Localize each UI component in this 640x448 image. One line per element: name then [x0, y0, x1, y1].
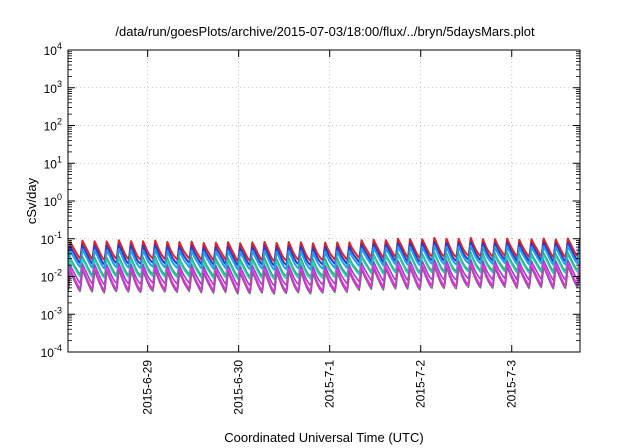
series-line: [68, 266, 580, 295]
y-axis-title: cSv/day: [24, 177, 39, 224]
x-tick-labels: 2015-6-29 2015-6-30 2015-7-1 2015-7-2 2015-7…: [141, 360, 519, 415]
y-tick-labels: 10-4 10-3 10-2 10-1 100 101 102 103 104: [41, 41, 62, 360]
y-tick-label: 103: [44, 79, 62, 96]
series-layer: [68, 236, 580, 295]
y-tick-label: 102: [44, 117, 62, 134]
x-tick-label: 2015-7-2: [414, 360, 428, 408]
x-tick-label: 2015-6-29: [141, 360, 155, 415]
x-tick-label: 2015-6-30: [232, 360, 246, 415]
x-axis-title: Coordinated Universal Time (UTC): [224, 430, 423, 445]
y-tick-label: 100: [44, 192, 62, 209]
y-tick-label: 10-2: [41, 268, 62, 285]
y-tick-label: 10-4: [41, 343, 62, 360]
y-tick-label: 10-3: [41, 305, 62, 322]
x-tick-label: 2015-7-1: [323, 360, 337, 408]
chart-title: /data/run/goesPlots/archive/2015-07-03/1…: [115, 24, 535, 39]
ticks: [68, 49, 580, 353]
y-tick-label: 10-1: [41, 230, 62, 247]
y-tick-label: 101: [44, 154, 62, 171]
y-tick-label: 104: [44, 41, 62, 58]
grid: [68, 50, 580, 352]
x-tick-label: 2015-7-3: [505, 360, 519, 408]
